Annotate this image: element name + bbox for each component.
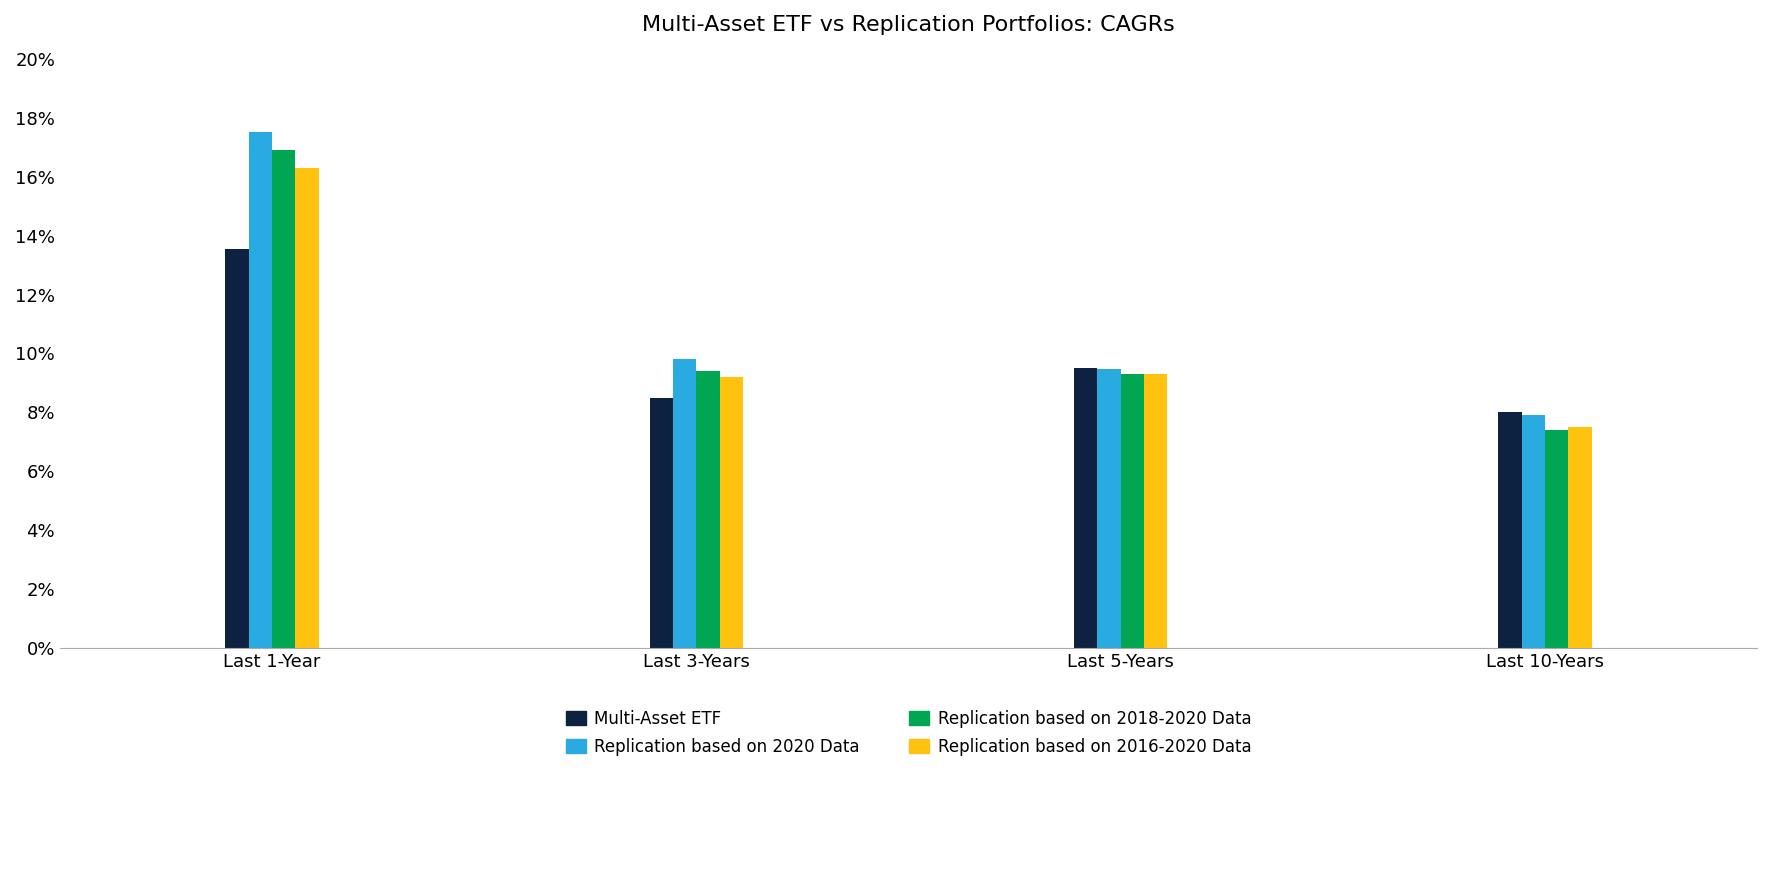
Title: Multi-Asset ETF vs Replication Portfolios: CAGRs: Multi-Asset ETF vs Replication Portfolio… <box>641 15 1175 35</box>
Bar <box>1120 374 1145 648</box>
Bar <box>296 168 319 648</box>
Bar <box>273 150 296 648</box>
Bar <box>1097 369 1120 648</box>
Bar <box>1522 415 1545 648</box>
Bar <box>1145 374 1168 648</box>
Bar <box>719 377 742 648</box>
Bar <box>650 397 673 648</box>
Bar <box>673 359 696 648</box>
Bar <box>1074 368 1097 648</box>
Bar <box>1568 427 1591 648</box>
Bar <box>1545 430 1568 648</box>
Bar <box>1497 412 1522 648</box>
Legend: Multi-Asset ETF, Replication based on 2020 Data, Replication based on 2018-2020 : Multi-Asset ETF, Replication based on 20… <box>565 710 1251 756</box>
Bar <box>225 249 248 648</box>
Bar <box>248 133 273 648</box>
Bar <box>696 371 719 648</box>
